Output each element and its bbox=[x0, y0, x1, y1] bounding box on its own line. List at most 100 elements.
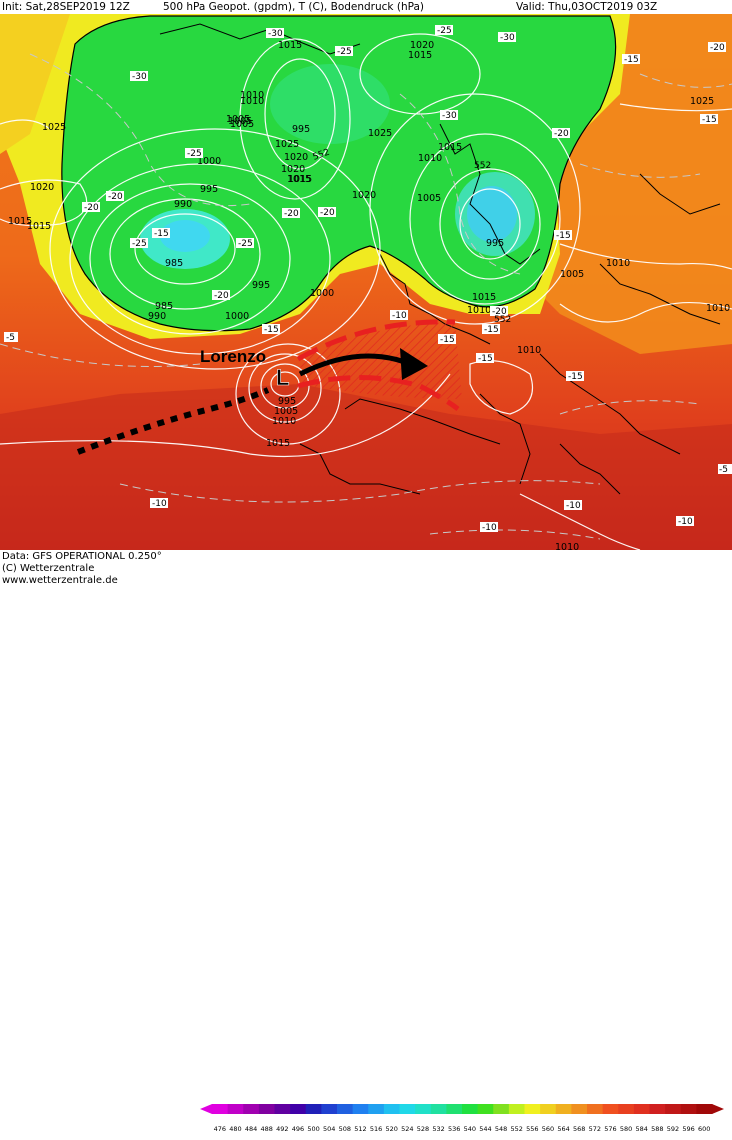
svg-text:1025: 1025 bbox=[275, 139, 299, 150]
cone-south-edge bbox=[297, 375, 460, 411]
colorbar: 476 480 484 488 492 496 500 504 508 512 516 520 524 5… bbox=[200, 1104, 730, 1140]
svg-text:-15: -15 bbox=[624, 55, 639, 65]
svg-text:1015: 1015 bbox=[408, 50, 432, 61]
product-title: 500 hPa Geopot. (gpdm), T (C), Bodendruc… bbox=[163, 1, 424, 13]
colorbar-tick-label: 556 bbox=[526, 1125, 538, 1133]
colorbar-tick-label: 536 bbox=[448, 1125, 460, 1133]
svg-text:990: 990 bbox=[148, 311, 166, 322]
colorbar-swatch bbox=[665, 1104, 682, 1114]
colorbar-tick-label: 496 bbox=[292, 1125, 304, 1133]
colorbar-tick-label: 504 bbox=[323, 1125, 335, 1133]
colorbar-tick-label: 476 bbox=[214, 1125, 226, 1133]
website-url: www.wetterzentrale.de bbox=[2, 575, 118, 586]
svg-text:-30: -30 bbox=[500, 33, 515, 43]
svg-text:-15: -15 bbox=[702, 115, 717, 125]
cold-core-west-inner bbox=[160, 220, 210, 252]
svg-text:-15: -15 bbox=[440, 335, 455, 345]
svg-text:1005: 1005 bbox=[274, 406, 298, 417]
svg-text:1010: 1010 bbox=[467, 305, 491, 316]
colorbar-swatch bbox=[649, 1104, 666, 1114]
track-arrowhead bbox=[400, 348, 428, 380]
svg-text:-25: -25 bbox=[132, 239, 147, 249]
svg-text:1015: 1015 bbox=[288, 174, 312, 185]
colorbar-swatch bbox=[274, 1104, 291, 1114]
weather-map: Lorenzo L 1015 1020 1010 1005 1025 1020 … bbox=[0, 14, 732, 550]
svg-text:1005: 1005 bbox=[417, 193, 441, 204]
colorbar-min-arrow bbox=[200, 1104, 212, 1114]
colorbar-tick-label: 524 bbox=[401, 1125, 413, 1133]
colorbar-swatch bbox=[352, 1104, 369, 1114]
colorbar-swatch bbox=[415, 1104, 432, 1114]
colorbar-tick-label: 596 bbox=[682, 1125, 694, 1133]
svg-text:1025: 1025 bbox=[690, 96, 714, 107]
svg-text:985: 985 bbox=[155, 301, 173, 312]
svg-text:-25: -25 bbox=[238, 239, 253, 249]
svg-text:1005: 1005 bbox=[560, 269, 584, 280]
svg-text:-20: -20 bbox=[492, 307, 507, 317]
cold-front bbox=[76, 387, 270, 455]
svg-text:985: 985 bbox=[165, 258, 183, 269]
svg-text:-20: -20 bbox=[554, 129, 569, 139]
colorbar-swatch bbox=[212, 1104, 229, 1114]
colorbar-swatch bbox=[337, 1104, 354, 1114]
svg-text:990: 990 bbox=[174, 199, 192, 210]
isotherms bbox=[0, 53, 732, 540]
warm-field-europe bbox=[520, 14, 732, 354]
svg-text:1000: 1000 bbox=[197, 156, 221, 167]
colorbar-tick-label: 576 bbox=[604, 1125, 616, 1133]
svg-text:1020: 1020 bbox=[284, 152, 308, 163]
svg-text:1010: 1010 bbox=[240, 96, 264, 107]
svg-text:1015: 1015 bbox=[266, 438, 290, 449]
svg-text:-10: -10 bbox=[482, 523, 497, 533]
low-pressure-symbol: L bbox=[276, 365, 289, 390]
svg-text:-15: -15 bbox=[478, 354, 493, 364]
svg-text:-5: -5 bbox=[719, 465, 728, 475]
svg-text:1020: 1020 bbox=[30, 182, 54, 193]
svg-text:1020: 1020 bbox=[352, 190, 376, 201]
colorbar-swatch bbox=[368, 1104, 385, 1114]
colorbar-swatch bbox=[227, 1104, 244, 1114]
svg-text:1025: 1025 bbox=[368, 128, 392, 139]
svg-text:1000: 1000 bbox=[310, 288, 334, 299]
colorbar-swatch bbox=[633, 1104, 650, 1114]
svg-text:-30: -30 bbox=[442, 111, 457, 121]
pressure-labels: 1015 1020 1010 1005 1025 1020 1015 1000 … bbox=[8, 40, 730, 550]
svg-text:-15: -15 bbox=[556, 231, 571, 241]
map-footer: Data: GFS OPERATIONAL 0.250° (C) Wetterz… bbox=[0, 550, 732, 1133]
svg-text:995: 995 bbox=[486, 238, 504, 249]
colorbar-tick-label: 484 bbox=[245, 1125, 257, 1133]
svg-text:1025: 1025 bbox=[42, 122, 66, 133]
svg-text:1010: 1010 bbox=[555, 542, 579, 550]
svg-text:1005: 1005 bbox=[230, 119, 254, 130]
svg-text:1010: 1010 bbox=[240, 90, 264, 101]
colorbar-tick-label: 488 bbox=[260, 1125, 272, 1133]
colorbar-swatch bbox=[477, 1104, 494, 1114]
svg-text:1000: 1000 bbox=[225, 311, 249, 322]
colorbar-tick-label: 552 bbox=[510, 1125, 522, 1133]
colorbar-swatch bbox=[446, 1104, 463, 1114]
storm-name-label: Lorenzo bbox=[200, 347, 266, 366]
cold-core-arctic bbox=[270, 64, 390, 144]
colorbar-swatch bbox=[383, 1104, 400, 1114]
colorbar-swatch bbox=[696, 1104, 713, 1114]
isobars bbox=[0, 33, 732, 550]
map-header: Init: Sat,28SEP2019 12Z 500 hPa Geopot. … bbox=[0, 0, 732, 14]
colorbar-swatch bbox=[305, 1104, 322, 1114]
svg-text:-30: -30 bbox=[132, 72, 147, 82]
svg-text:-10: -10 bbox=[152, 499, 167, 509]
colorbar-swatch bbox=[508, 1104, 525, 1114]
svg-text:1015: 1015 bbox=[27, 221, 51, 232]
colorbar-swatch bbox=[290, 1104, 307, 1114]
track-arrow bbox=[298, 353, 411, 377]
svg-text:1015: 1015 bbox=[287, 174, 311, 185]
colorbar-tick-label: 592 bbox=[667, 1125, 679, 1133]
colorbar-swatch bbox=[258, 1104, 275, 1114]
valid-time: Valid: Thu,03OCT2019 03Z bbox=[516, 1, 658, 13]
colorbar-swatch bbox=[462, 1104, 479, 1114]
svg-text:-25: -25 bbox=[187, 149, 202, 159]
colorbar-tick-label: 548 bbox=[495, 1125, 507, 1133]
colorbar-tick-label: 540 bbox=[464, 1125, 476, 1133]
svg-text:1010: 1010 bbox=[706, 303, 730, 314]
svg-text:-10: -10 bbox=[678, 517, 693, 527]
copyright: (C) Wetterzentrale bbox=[2, 563, 95, 574]
